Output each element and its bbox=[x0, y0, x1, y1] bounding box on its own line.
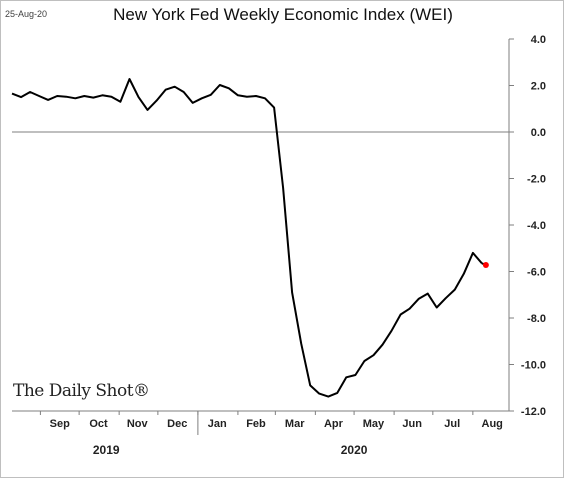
y-tick-label: -2.0 bbox=[527, 174, 546, 186]
x-tick-label: Jan bbox=[208, 418, 227, 430]
x-tick-label: Nov bbox=[127, 418, 149, 430]
x-tick-label: Aug bbox=[482, 418, 503, 430]
y-tick-label: 4.0 bbox=[531, 34, 546, 46]
y-tick-label: -8.0 bbox=[527, 313, 546, 325]
x-tick-label: Oct bbox=[89, 418, 108, 430]
x-tick-label: Mar bbox=[285, 418, 305, 430]
x-tick-label: May bbox=[363, 418, 385, 430]
brand-logo: The Daily Shot® bbox=[13, 381, 150, 401]
chart-title: New York Fed Weekly Economic Index (WEI) bbox=[113, 5, 453, 24]
date-label: 25-Aug-20 bbox=[5, 9, 48, 19]
last-point-marker bbox=[482, 261, 489, 268]
y-tick-label: 2.0 bbox=[531, 81, 546, 93]
year-label: 2019 bbox=[93, 443, 120, 457]
x-tick-label: Apr bbox=[324, 418, 344, 430]
y-tick-label: -10.0 bbox=[521, 360, 546, 372]
x-tick-label: Feb bbox=[246, 418, 266, 430]
x-tick-label: Sep bbox=[50, 418, 70, 430]
y-tick-label: -6.0 bbox=[527, 267, 546, 279]
y-tick-label: -4.0 bbox=[527, 220, 546, 232]
year-label: 2020 bbox=[341, 443, 368, 457]
x-tick-label: Dec bbox=[167, 418, 187, 430]
x-tick-label: Jul bbox=[444, 418, 460, 430]
y-tick-label: -12.0 bbox=[521, 406, 546, 418]
y-tick-label: 0.0 bbox=[531, 127, 546, 139]
x-tick-label: Jun bbox=[402, 418, 422, 430]
series-line bbox=[11, 78, 483, 398]
